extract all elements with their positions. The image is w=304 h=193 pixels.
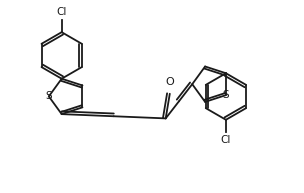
Text: O: O [165,77,174,87]
Text: S: S [46,91,52,101]
Text: Cl: Cl [57,7,67,17]
Text: Cl: Cl [221,135,231,145]
Text: S: S [223,90,229,100]
